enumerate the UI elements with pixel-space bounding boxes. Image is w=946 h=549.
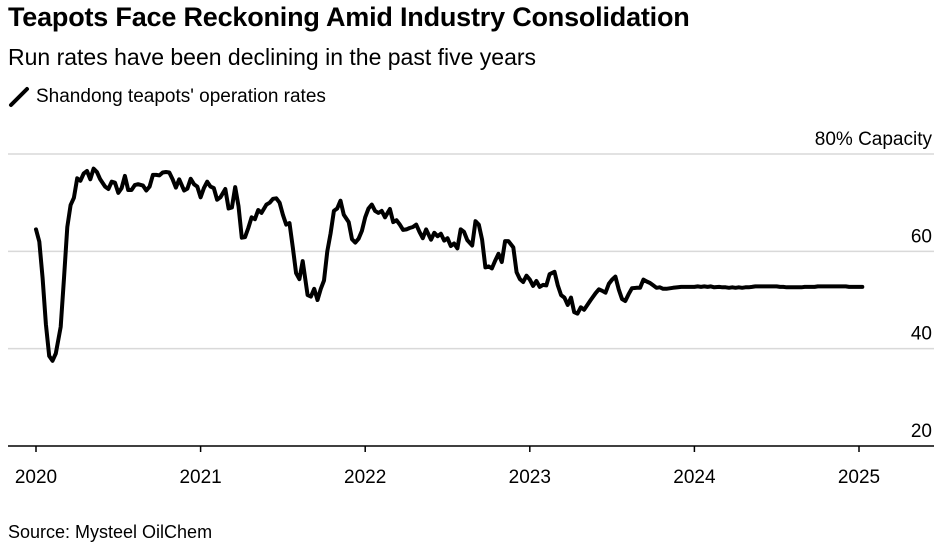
series-layer bbox=[34, 166, 865, 363]
y-tick-label-20: 20 bbox=[911, 421, 932, 442]
legend-label: Shandong teapots' operation rates bbox=[36, 86, 326, 107]
x-tick-label-2022: 2022 bbox=[344, 467, 386, 488]
y-tick-label-80: 80% Capacity bbox=[815, 129, 933, 150]
x-tick-label-2020: 2020 bbox=[15, 467, 57, 488]
x-axis: 2020 2021 2022 2023 2024 2025 bbox=[8, 445, 934, 488]
y-tick-label-60: 60 bbox=[911, 226, 932, 247]
y-tick-label-40: 40 bbox=[911, 324, 932, 345]
x-tick-label-2021: 2021 bbox=[179, 467, 221, 488]
chart-subtitle: Run rates have been declining in the pas… bbox=[8, 44, 537, 70]
chart-title: Teapots Face Reckoning Amid Industry Con… bbox=[8, 2, 690, 32]
source-note: Source: Mysteel OilChem bbox=[8, 522, 213, 542]
x-tick-label-2023: 2023 bbox=[509, 467, 551, 488]
x-tick-label-2024: 2024 bbox=[673, 467, 716, 488]
y-axis-labels: 20 40 60 80% Capacity bbox=[815, 129, 933, 442]
series-line-0 bbox=[34, 166, 865, 363]
x-tick-label-2025: 2025 bbox=[838, 467, 880, 488]
legend-line-icon bbox=[9, 87, 29, 107]
gridlines bbox=[8, 153, 934, 350]
chart-legend: Shandong teapots' operation rates bbox=[8, 85, 326, 109]
